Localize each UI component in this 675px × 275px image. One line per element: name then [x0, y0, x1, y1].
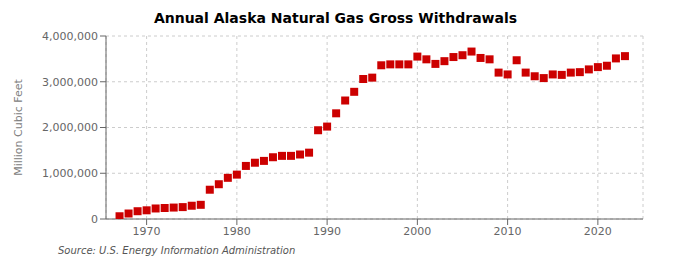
- svg-text:1,000,000: 1,000,000: [42, 167, 98, 180]
- svg-text:3,000,000: 3,000,000: [42, 76, 98, 89]
- svg-text:1980: 1980: [223, 225, 251, 238]
- svg-text:0: 0: [91, 213, 98, 226]
- svg-text:2,000,000: 2,000,000: [42, 121, 98, 134]
- svg-text:1970: 1970: [133, 225, 161, 238]
- svg-text:2020: 2020: [584, 225, 612, 238]
- html-text:Annual Alaska Natural Gas Gros: Annual Alaska Natural Gas Gross Withdraw…: [153, 10, 518, 26]
- svg-text:4,000,000: 4,000,000: [42, 30, 98, 43]
- svg-text:1990: 1990: [313, 225, 341, 238]
- html-text:Source: U.S. Energy Informatio: Source: U.S. Energy Information Administ…: [58, 245, 296, 256]
- svg-text:Million Cubic Feet: Million Cubic Feet: [12, 78, 25, 175]
- svg-text:2000: 2000: [403, 225, 431, 238]
- svg-text:2010: 2010: [494, 225, 522, 238]
